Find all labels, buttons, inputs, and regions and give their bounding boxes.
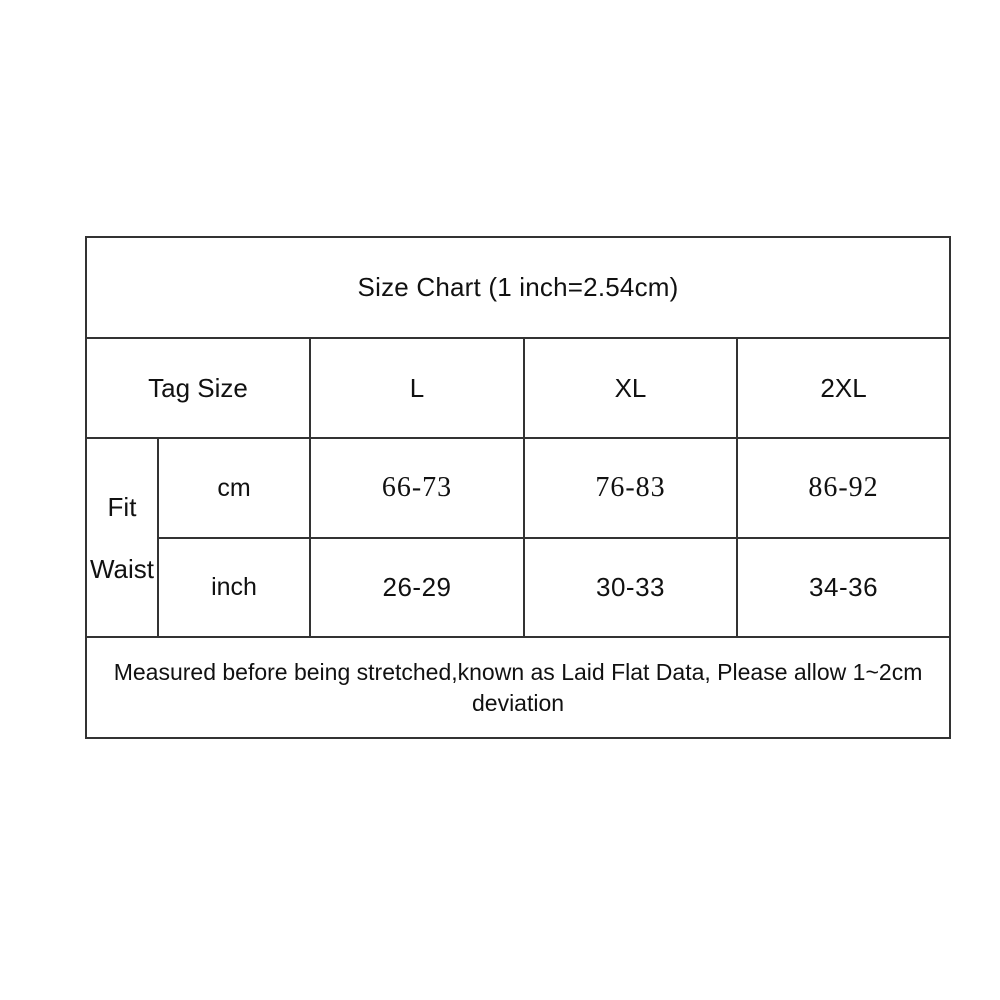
title-row: Size Chart (1 inch=2.54cm): [84, 236, 952, 339]
fit-waist-label: Fit Waist: [87, 490, 157, 586]
measurement-note: Measured before being stretched,known as…: [84, 636, 952, 739]
waist-label: Waist: [89, 553, 155, 584]
unit-label-cm: cm: [157, 437, 311, 539]
fit-waist-label-cell: Fit Waist: [85, 437, 159, 638]
measurement-note-line1: Measured before being stretched,known as…: [113, 658, 923, 685]
fit-label: Fit: [107, 491, 137, 522]
cm-value-xl: 76-83: [523, 437, 738, 539]
size-chart-table: Size Chart (1 inch=2.54cm) Tag Size L XL…: [84, 236, 952, 739]
inch-value-xl: 30-33: [523, 537, 738, 638]
cm-value-2xl: 86-92: [735, 437, 952, 539]
size-header-xl: XL: [523, 337, 738, 439]
cm-row: Fit Waist cm 66-73 76-83 86-92: [85, 437, 952, 638]
note-row: Measured before being stretched,known as…: [84, 636, 952, 739]
size-header-l: L: [309, 337, 525, 439]
inch-value-l: 26-29: [309, 537, 525, 638]
inch-value-2xl: 34-36: [735, 537, 952, 638]
size-header-2xl: 2XL: [735, 337, 952, 439]
measurement-note-line2: deviation: [471, 689, 565, 716]
inch-row: inch 26-29 30-33 34-36: [86, 537, 952, 638]
table-title: Size Chart (1 inch=2.54cm): [84, 236, 952, 339]
size-header-row: Tag Size L XL 2XL: [85, 337, 952, 439]
cm-value-l: 66-73: [309, 437, 525, 539]
unit-label-inch: inch: [157, 537, 311, 638]
tag-size-header: Tag Size: [85, 337, 311, 439]
